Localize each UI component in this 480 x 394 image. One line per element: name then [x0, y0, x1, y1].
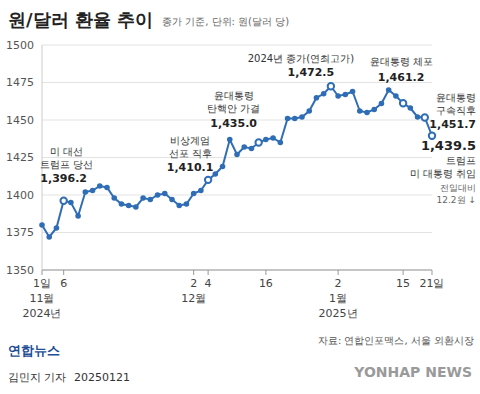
svg-text:1375: 1375	[6, 226, 34, 239]
svg-text:4: 4	[205, 277, 212, 290]
svg-text:미 대통령 취임: 미 대통령 취임	[410, 168, 476, 179]
svg-text:2: 2	[190, 277, 197, 290]
svg-text:탄핵안 가결: 탄핵안 가결	[207, 103, 260, 114]
html-text:자료: 연합인포맥스, 서울 외환시장: 자료: 연합인포맥스, 서울 외환시장	[317, 335, 474, 346]
svg-text:윤대통령 체포: 윤대통령 체포	[370, 56, 433, 67]
svg-text:트럼프 당선: 트럼프 당선	[40, 159, 93, 170]
svg-text:1475: 1475	[6, 76, 34, 89]
svg-text:1일: 1일	[33, 277, 51, 290]
svg-text:1,410.1: 1,410.1	[167, 161, 214, 174]
svg-text:1,461.2: 1,461.2	[378, 71, 425, 84]
svg-text:2: 2	[335, 277, 342, 290]
svg-text:선포 직후: 선포 직후	[169, 148, 212, 159]
svg-text:트럼프: 트럼프	[446, 155, 476, 166]
svg-text:12월: 12월	[181, 292, 206, 305]
html-text:YONHAP NEWS: YONHAP NEWS	[354, 364, 472, 380]
html-text:20250121: 20250121	[74, 371, 130, 384]
svg-text:6: 6	[60, 277, 67, 290]
svg-text:2024년 종가(연최고가): 2024년 종가(연최고가)	[248, 53, 355, 64]
svg-text:전일대비: 전일대비	[440, 183, 476, 193]
svg-text:비상계엄: 비상계엄	[170, 135, 210, 146]
svg-text:1,396.2: 1,396.2	[40, 172, 87, 185]
svg-text:윤대통령: 윤대통령	[214, 90, 254, 101]
html-text:종가 기준, 단위: 원(달러 당): 종가 기준, 단위: 원(달러 당)	[162, 16, 290, 27]
svg-text:1425: 1425	[6, 151, 34, 164]
svg-text:미 대선: 미 대선	[50, 146, 83, 157]
html-text:김민지 기자: 김민지 기자	[8, 371, 67, 384]
svg-text:1,439.5: 1,439.5	[421, 138, 476, 153]
svg-text:1,451.7: 1,451.7	[429, 118, 476, 131]
svg-text:1350: 1350	[6, 264, 34, 277]
svg-text:16: 16	[259, 277, 273, 290]
svg-text:1,435.0: 1,435.0	[210, 117, 257, 130]
svg-text:1,472.5: 1,472.5	[288, 66, 335, 79]
svg-text:2025년: 2025년	[319, 307, 358, 320]
svg-text:12.2원 ↓: 12.2원 ↓	[437, 195, 476, 205]
svg-text:구속직후: 구속직후	[436, 105, 476, 116]
svg-text:1450: 1450	[6, 114, 34, 127]
svg-text:21일: 21일	[420, 277, 445, 290]
svg-text:15: 15	[396, 277, 410, 290]
svg-text:1500: 1500	[6, 39, 34, 52]
svg-text:1월: 1월	[329, 292, 347, 305]
html-text:연합뉴스: 연합뉴스	[8, 343, 60, 358]
svg-text:11월: 11월	[30, 292, 55, 305]
html-text:원/달러 환율 추이: 원/달러 환율 추이	[8, 9, 154, 30]
svg-text:2024년: 2024년	[23, 307, 62, 320]
svg-text:1400: 1400	[6, 189, 34, 202]
svg-text:윤대통령: 윤대통령	[436, 92, 476, 103]
